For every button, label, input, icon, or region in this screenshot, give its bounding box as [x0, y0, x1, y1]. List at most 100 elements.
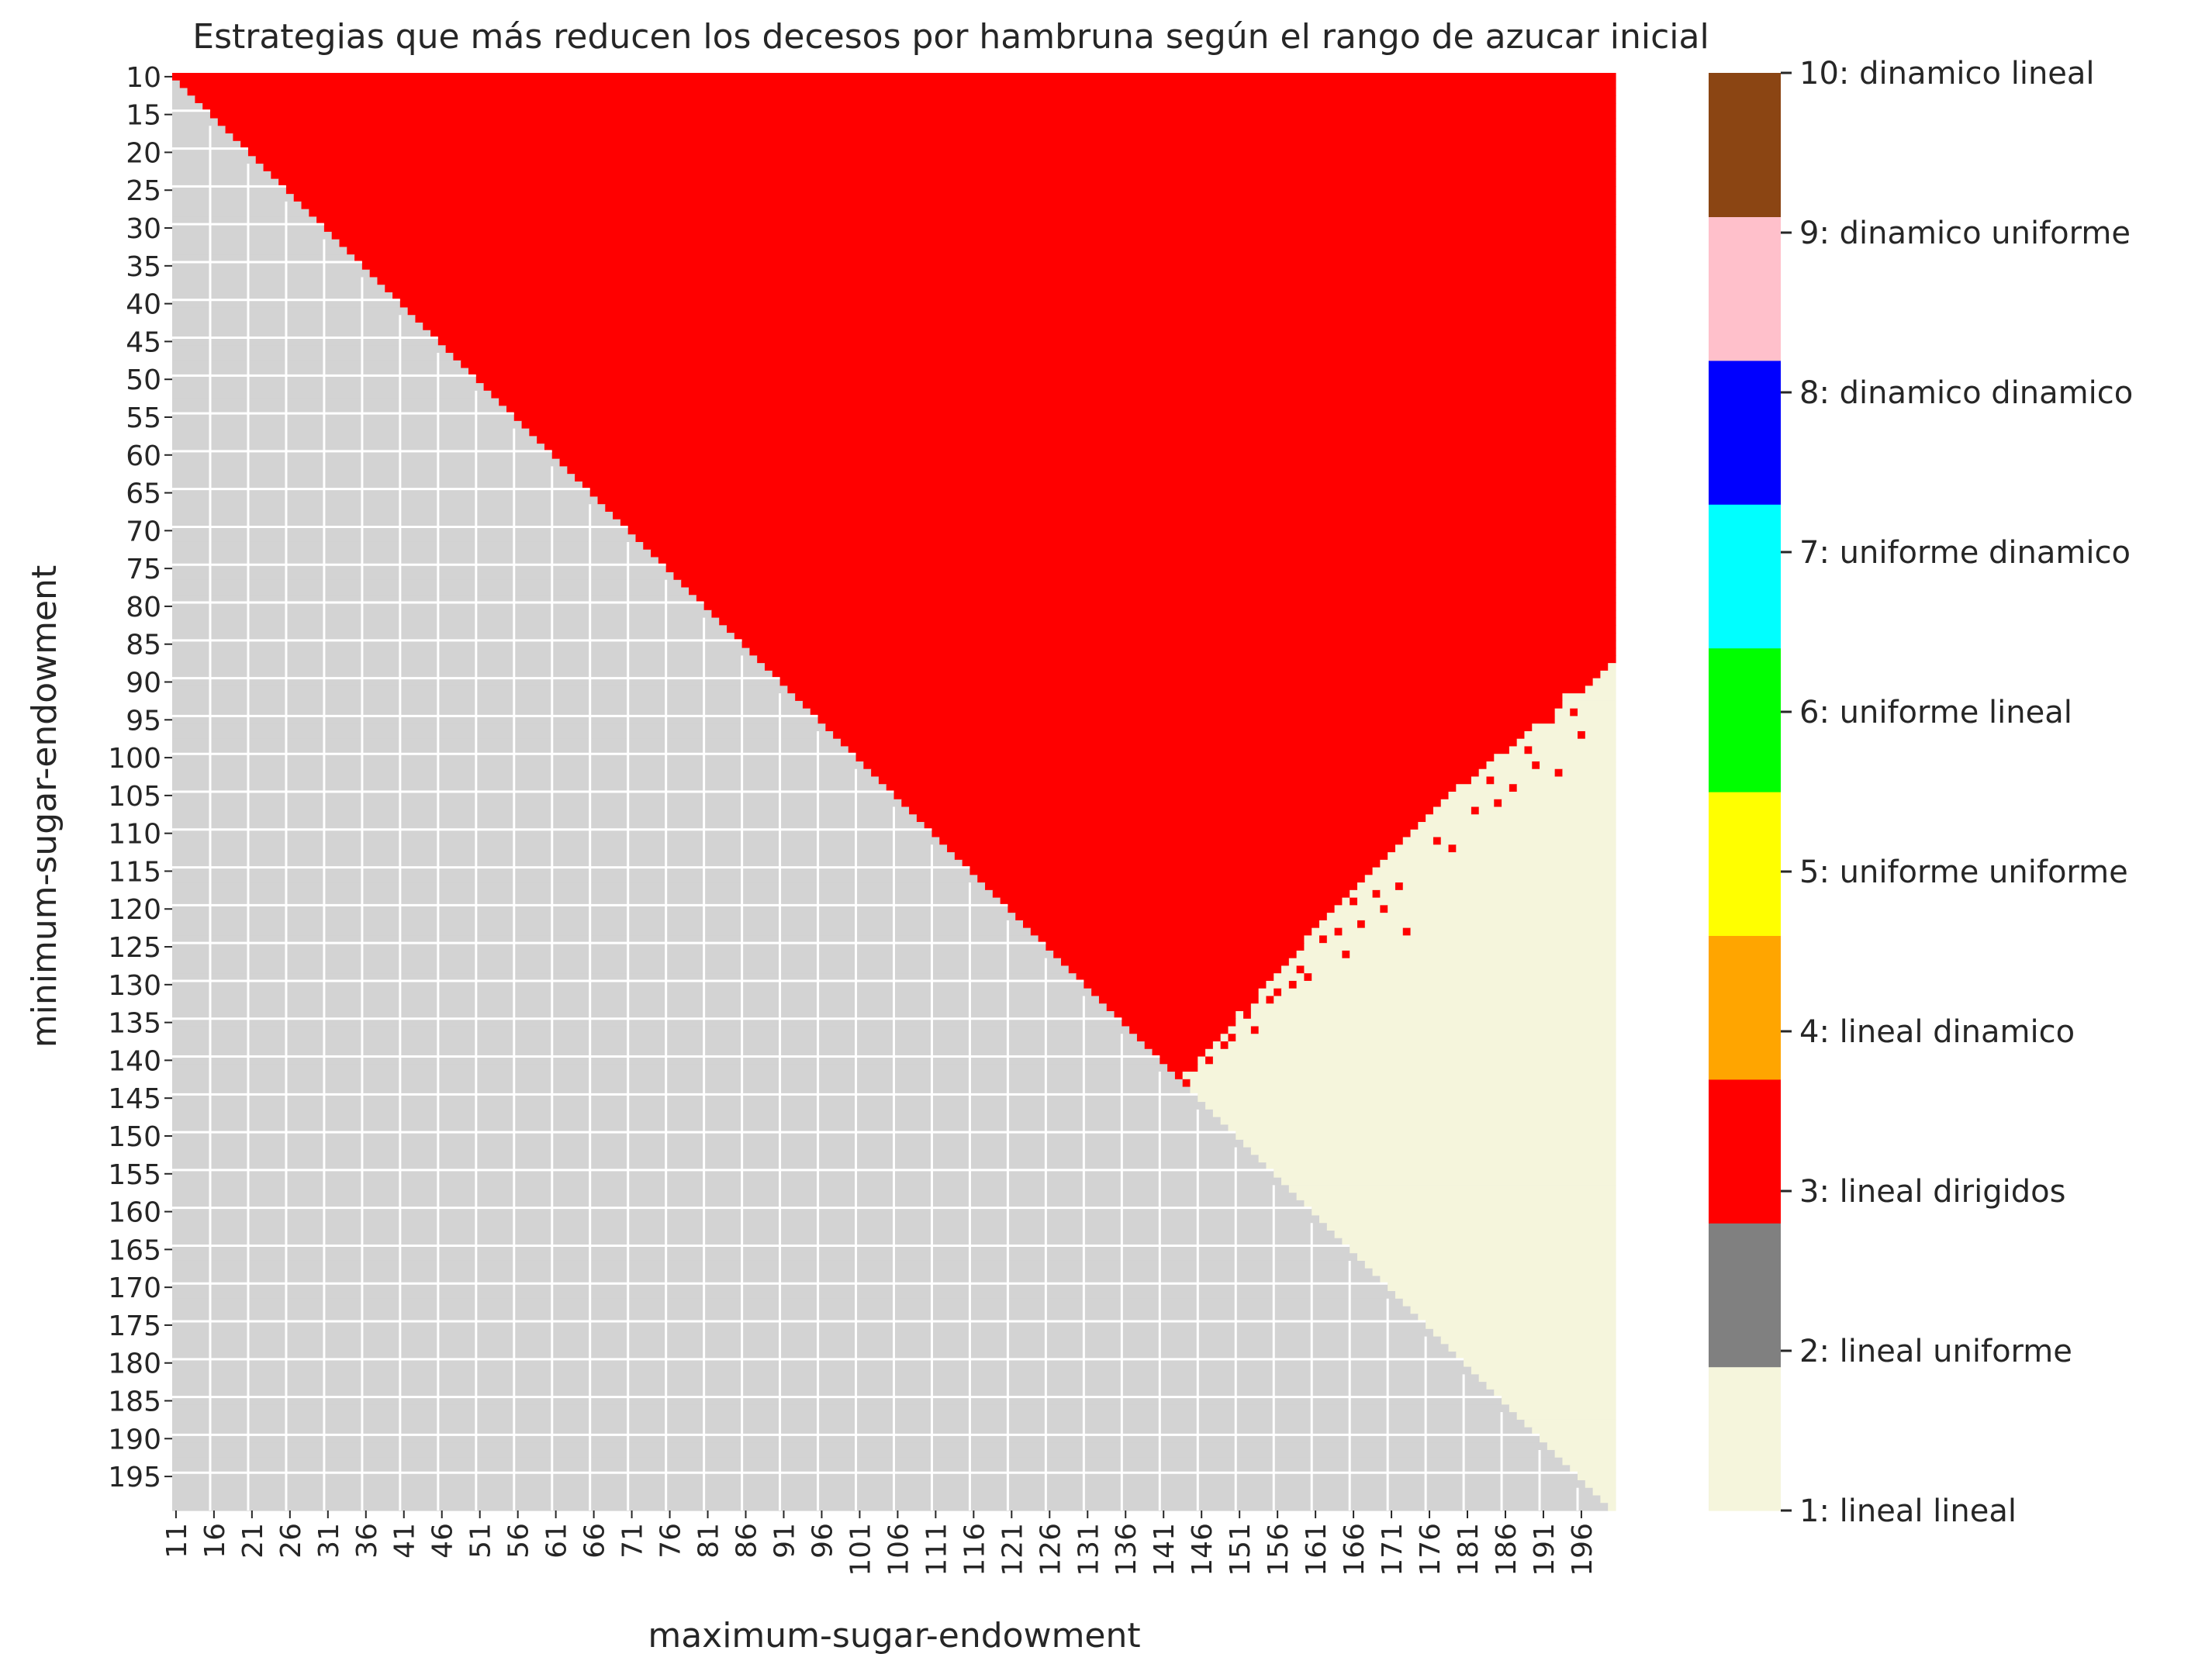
- heatmap-cell-run: [1274, 1169, 1616, 1179]
- heatmap-cell-run: [172, 565, 667, 573]
- heatmap-cell-run: [1402, 882, 1616, 891]
- heatmap-cell-run: [1274, 988, 1282, 997]
- x-tick-label: 51: [465, 1523, 497, 1559]
- heatmap-cell-run: [1212, 1109, 1616, 1118]
- y-tick-label: 100: [108, 743, 161, 775]
- heatmap-cell-run: [1592, 1487, 1616, 1497]
- y-tick-label: 115: [108, 857, 161, 889]
- heatmap-cell-run: [172, 133, 233, 142]
- heatmap-cell-run: [947, 844, 1396, 853]
- heatmap-cell-run: [172, 1155, 1260, 1163]
- heatmap-cell-run: [1388, 905, 1616, 913]
- heatmap-cell-run: [347, 247, 1616, 255]
- y-tick-label: 180: [108, 1348, 161, 1380]
- x-tick-label: 196: [1567, 1523, 1599, 1576]
- heatmap-cell-run: [727, 625, 1616, 634]
- colorbar-segment: [1709, 360, 1781, 505]
- heatmap-cell-run: [1532, 746, 1616, 754]
- heatmap-cell-run: [172, 730, 834, 740]
- heatmap-cell-run: [1540, 761, 1616, 770]
- x-axis-label: maximum-sugar-endowment: [648, 1616, 1140, 1656]
- heatmap-cell-run: [172, 1268, 1374, 1277]
- heatmap-cell-run: [1350, 950, 1616, 959]
- y-axis-label: minimum-sugar-endowment: [25, 565, 64, 1048]
- heatmap-cell-run: [172, 1291, 1396, 1300]
- heatmap-cell-run: [172, 950, 1054, 959]
- heatmap-cell-run: [172, 965, 1070, 974]
- heatmap-cell-run: [582, 481, 1616, 490]
- heatmap-cell-run: [172, 738, 842, 748]
- y-tick-label: 175: [108, 1310, 161, 1342]
- heatmap-cell-run: [172, 1404, 1510, 1413]
- heatmap-cell-run: [172, 80, 181, 89]
- heatmap-cell-run: [172, 670, 773, 679]
- heatmap-cell-run: [1274, 996, 1616, 1004]
- heatmap-cell-run: [172, 1321, 1426, 1330]
- heatmap-cell-run: [1091, 988, 1260, 997]
- heatmap-cell-run: [172, 413, 515, 422]
- heatmap-cell-run: [1456, 1352, 1616, 1360]
- heatmap-cell-run: [1236, 1018, 1616, 1027]
- heatmap-cell-run: [1144, 1041, 1214, 1050]
- heatmap-cell-run: [878, 776, 1472, 785]
- heatmap-cell-run: [1326, 1223, 1616, 1231]
- heatmap-cell-run: [1220, 1041, 1229, 1050]
- heatmap-cell-run: [172, 1487, 1594, 1497]
- heatmap-cell-run: [575, 474, 1616, 482]
- heatmap-cell-run: [1494, 799, 1502, 808]
- heatmap-cell-run: [1342, 950, 1350, 959]
- heatmap-cell-run: [172, 943, 1046, 951]
- heatmap-cell-run: [1486, 761, 1533, 770]
- heatmap-cell-run: [172, 844, 948, 853]
- heatmap-cell-run: [172, 390, 492, 399]
- heatmap-cell-run: [1585, 1479, 1616, 1489]
- heatmap-cell-run: [1554, 1449, 1616, 1459]
- y-tick-label: 55: [126, 402, 161, 434]
- heatmap-cell-run: [1319, 1215, 1616, 1224]
- heatmap-cell-run: [1266, 980, 1290, 989]
- heatmap-cell-run: [1448, 844, 1457, 853]
- heatmap-cell-run: [1281, 965, 1298, 974]
- heatmap-cell-run: [1212, 1056, 1616, 1065]
- heatmap-cell-run: [172, 315, 416, 323]
- heatmap-cell-run: [1198, 1064, 1616, 1072]
- y-tick-label: 185: [108, 1386, 161, 1418]
- heatmap-cell-run: [179, 80, 1616, 89]
- heatmap-cell-run: [172, 1169, 1274, 1179]
- heatmap-cell-run: [1509, 1404, 1616, 1413]
- heatmap-cell-run: [172, 640, 743, 649]
- heatmap-cell-run: [1578, 708, 1616, 717]
- heatmap-cell-run: [1464, 1359, 1616, 1368]
- y-tick-label: 190: [108, 1424, 161, 1455]
- heatmap-cell-run: [172, 1245, 1350, 1254]
- heatmap-cell-run: [172, 1124, 1229, 1133]
- x-tick-label: 111: [921, 1523, 952, 1576]
- colorbar-label: 4: lineal dinamico: [1799, 1014, 2075, 1050]
- x-tick-label: 181: [1453, 1523, 1484, 1576]
- heatmap-cell-run: [1236, 1034, 1616, 1042]
- heatmap-cell-run: [1562, 700, 1616, 710]
- heatmap-cell-run: [172, 920, 1024, 929]
- heatmap-cell-run: [764, 663, 1609, 672]
- heatmap-cell-run: [1532, 1427, 1616, 1436]
- heatmap-cell-run: [172, 496, 599, 505]
- heatmap-cell-run: [483, 383, 1616, 392]
- heatmap-cell-run: [172, 617, 720, 626]
- heatmap-cell-run: [172, 171, 271, 180]
- heatmap-cell-run: [1250, 1026, 1260, 1034]
- heatmap-cell-run: [172, 1147, 1252, 1155]
- heatmap-cell-run: [1304, 1200, 1616, 1209]
- heatmap-cell-run: [172, 609, 713, 619]
- heatmap-cell-run: [172, 1238, 1343, 1247]
- heatmap-cell-run: [1281, 1177, 1616, 1186]
- heatmap-cell-run: [445, 345, 1616, 354]
- heatmap-cell-run: [407, 307, 1616, 316]
- heatmap-cells: [172, 73, 1616, 1511]
- heatmap-cell-run: [172, 693, 796, 702]
- heatmap-cell-run: [1030, 927, 1312, 936]
- heatmap-cell-run: [772, 670, 1602, 679]
- heatmap-cell-run: [1250, 1147, 1616, 1155]
- x-tick-label: 131: [1073, 1523, 1104, 1576]
- heatmap-cell-run: [240, 140, 1616, 150]
- y-tick-label: 145: [108, 1083, 161, 1115]
